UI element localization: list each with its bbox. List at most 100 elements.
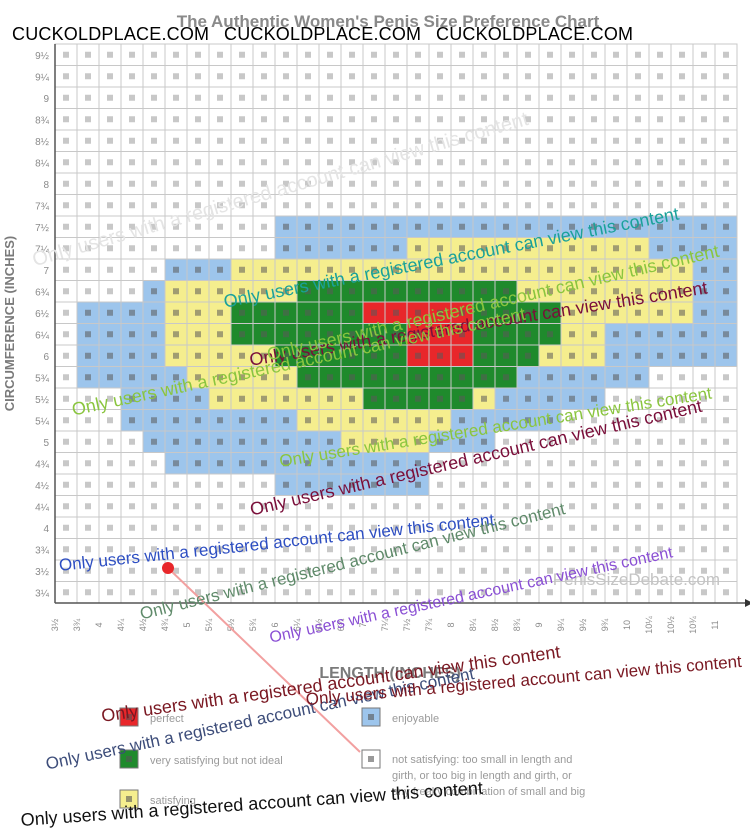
cell-marker — [569, 352, 575, 359]
cell-marker — [591, 202, 597, 209]
cell-marker — [701, 460, 707, 467]
cell-marker — [261, 589, 267, 596]
cell-marker — [525, 395, 531, 402]
cell-marker — [305, 395, 311, 402]
cell-marker — [283, 73, 289, 80]
cell-marker — [349, 503, 355, 510]
cell-marker — [107, 546, 113, 553]
cell-marker — [437, 546, 443, 553]
cell-marker — [437, 567, 443, 574]
cell-marker — [283, 546, 289, 553]
cell-marker — [547, 266, 553, 273]
cell-marker — [503, 374, 509, 381]
y-tick-label: 8¾ — [35, 115, 50, 126]
cell-marker — [239, 589, 245, 596]
x-tick-label: 8¼ — [468, 618, 478, 631]
x-tick-label: 7¾ — [424, 618, 434, 631]
cell-marker — [195, 137, 201, 144]
cell-marker — [283, 438, 289, 445]
cell-marker — [657, 438, 663, 445]
cell-marker — [151, 438, 157, 445]
cell-marker — [85, 180, 91, 187]
cell-marker — [481, 524, 487, 531]
cell-marker — [261, 460, 267, 467]
cell-marker — [173, 288, 179, 295]
cell-marker — [239, 331, 245, 338]
cell-marker — [261, 116, 267, 123]
cell-marker — [547, 116, 553, 123]
cell-marker — [723, 94, 729, 101]
cell-marker — [613, 288, 619, 295]
cell-marker — [195, 395, 201, 402]
cell-marker — [415, 288, 421, 295]
cell-marker — [63, 546, 69, 553]
cell-marker — [217, 546, 223, 553]
cell-marker — [393, 546, 399, 553]
cell-marker — [657, 503, 663, 510]
cell-marker — [173, 245, 179, 252]
cell-marker — [723, 159, 729, 166]
cell-marker — [393, 460, 399, 467]
cell-marker — [195, 352, 201, 359]
cell-marker — [723, 309, 729, 316]
cell-marker — [151, 116, 157, 123]
y-tick-label: 6 — [43, 352, 49, 363]
cell-marker — [569, 202, 575, 209]
cell-marker — [679, 266, 685, 273]
cell-marker — [217, 374, 223, 381]
cell-marker — [679, 137, 685, 144]
cell-marker — [459, 374, 465, 381]
legend-label-satisfying: satisfying — [150, 795, 196, 807]
cell-marker — [129, 202, 135, 209]
cell-marker — [371, 223, 377, 230]
cell-marker — [591, 395, 597, 402]
cell-marker — [371, 94, 377, 101]
x-tick-label: 8 — [446, 622, 456, 627]
y-tick-label: 5¼ — [35, 415, 50, 427]
cell-marker — [459, 589, 465, 596]
cell-marker — [701, 438, 707, 445]
cell-marker — [635, 137, 641, 144]
cell-marker — [569, 266, 575, 273]
cell-marker — [569, 374, 575, 381]
cell-marker — [63, 352, 69, 359]
cell-marker — [371, 331, 377, 338]
cell-marker — [525, 137, 531, 144]
cell-marker — [63, 266, 69, 273]
cell-marker — [723, 417, 729, 424]
cell-marker — [261, 374, 267, 381]
cell-marker — [239, 417, 245, 424]
cell-marker — [151, 223, 157, 230]
cell-marker — [85, 374, 91, 381]
cell-marker — [591, 73, 597, 80]
cell-marker — [261, 266, 267, 273]
legend-swatch-marker — [126, 796, 132, 802]
cell-marker — [217, 51, 223, 58]
cell-marker — [371, 51, 377, 58]
cell-marker — [437, 137, 443, 144]
cell-marker — [173, 589, 179, 596]
cell-marker — [173, 309, 179, 316]
cell-marker — [283, 460, 289, 467]
x-tick-label: 4¾ — [160, 618, 170, 631]
cell-marker — [437, 223, 443, 230]
cell-marker — [217, 331, 223, 338]
cell-marker — [151, 567, 157, 574]
cell-marker — [393, 266, 399, 273]
cell-marker — [657, 94, 663, 101]
cell-marker — [635, 352, 641, 359]
cell-marker — [327, 331, 333, 338]
cell-marker — [107, 460, 113, 467]
cell-marker — [371, 180, 377, 187]
cell-marker — [635, 546, 641, 553]
cell-marker — [415, 395, 421, 402]
cell-marker — [459, 417, 465, 424]
legend-label-perfect: perfect — [150, 713, 184, 725]
cell-marker — [437, 352, 443, 359]
y-tick-label: 7¼ — [35, 243, 50, 255]
cell-marker — [283, 180, 289, 187]
cell-marker — [85, 73, 91, 80]
y-tick-label: 5½ — [35, 395, 50, 406]
cell-marker — [657, 395, 663, 402]
cell-marker — [393, 94, 399, 101]
